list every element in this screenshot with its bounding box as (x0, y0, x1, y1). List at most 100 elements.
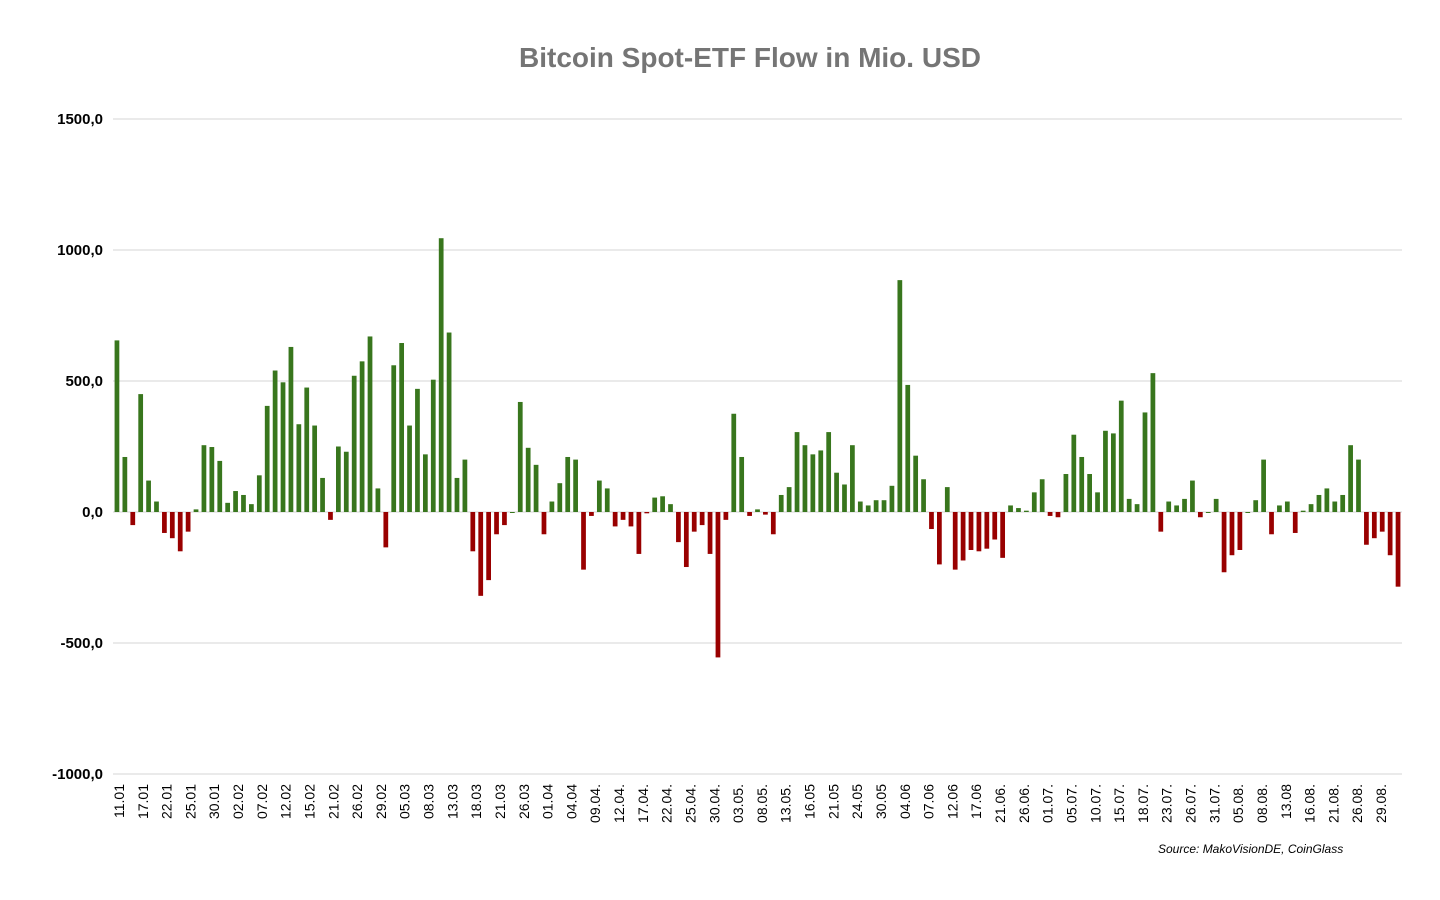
bar (391, 365, 397, 512)
bar (1324, 488, 1330, 512)
bar (652, 497, 658, 512)
bar (1197, 512, 1203, 518)
bar (589, 512, 594, 516)
bar (1221, 512, 1227, 573)
bar (154, 501, 159, 512)
bar (1134, 504, 1140, 512)
bar (430, 379, 436, 512)
bar (881, 500, 887, 512)
y-tick-label: -500,0 (60, 635, 103, 652)
x-tick-label: 30.05 (873, 784, 889, 819)
bar (517, 401, 523, 512)
bar (889, 485, 895, 512)
x-tick-label: 13.05. (778, 784, 794, 823)
bar (676, 512, 681, 543)
bar (359, 361, 365, 512)
bar (1316, 494, 1322, 512)
bar (304, 387, 310, 512)
bar (794, 432, 800, 512)
bar (1300, 510, 1306, 512)
bar (233, 491, 238, 512)
bar (937, 512, 942, 565)
bar (328, 512, 333, 520)
bar (1348, 445, 1353, 512)
bar (1166, 501, 1172, 512)
bar (723, 512, 729, 520)
bar (177, 512, 183, 552)
bar (668, 504, 673, 512)
bar (217, 460, 223, 512)
bar (383, 512, 389, 548)
bar (715, 512, 721, 658)
y-tick-label: -1000,0 (52, 766, 103, 783)
x-tick-label: 16.08. (1302, 784, 1318, 823)
bar (541, 512, 547, 535)
x-tick-label: 25.04. (683, 784, 699, 823)
x-tick-label: 08.08. (1254, 784, 1270, 823)
bar (802, 445, 808, 512)
bar (699, 512, 705, 526)
bar (929, 512, 934, 530)
y-tick-label: 1500,0 (57, 111, 103, 128)
bar (549, 501, 555, 512)
bar (296, 424, 302, 512)
x-tick-label: 05.08. (1230, 784, 1246, 823)
bar (320, 477, 325, 512)
x-tick-label: 12.06 (944, 784, 960, 819)
bar (438, 238, 444, 512)
bar (731, 413, 737, 512)
x-tick-label: 23.07. (1159, 784, 1175, 823)
bar (478, 512, 484, 596)
bar (944, 487, 950, 512)
bar (1103, 430, 1108, 512)
bar (509, 512, 515, 513)
x-tick-label: 07.02 (254, 784, 270, 819)
bar (707, 512, 713, 554)
bar (1158, 512, 1164, 532)
y-tick-label: 500,0 (65, 373, 103, 390)
x-tick-label: 30.01 (206, 784, 222, 819)
bar (264, 405, 270, 512)
x-tick-label: 17.04. (635, 784, 651, 823)
bar (1284, 501, 1290, 512)
bar (312, 425, 318, 512)
bar (1190, 480, 1195, 512)
bar (683, 512, 689, 568)
x-tick-label: 22.01 (159, 784, 175, 819)
bar (1229, 512, 1235, 556)
bar (952, 512, 958, 570)
bar (660, 496, 665, 512)
bar (1142, 412, 1148, 512)
x-tick-label: 30.04. (706, 784, 722, 823)
bar (1126, 498, 1132, 512)
bar (1150, 373, 1156, 512)
bar (1356, 459, 1361, 512)
bar (185, 512, 191, 532)
bar (162, 512, 167, 533)
bar (573, 459, 578, 512)
x-tick-label: 05.07. (1064, 784, 1080, 823)
bar (288, 346, 294, 512)
bar (810, 454, 816, 512)
bar (778, 494, 784, 512)
bar (763, 512, 768, 515)
bar (1395, 512, 1401, 587)
bar (636, 512, 642, 554)
bar (122, 456, 128, 512)
x-tick-label: 03.05. (730, 784, 746, 823)
bar (921, 479, 926, 512)
bar (1000, 512, 1006, 558)
bar (225, 502, 231, 512)
bar (1245, 512, 1251, 513)
bar (446, 332, 452, 512)
bar (1261, 459, 1266, 512)
bar (1016, 508, 1021, 512)
bar (691, 512, 697, 532)
bar (1379, 512, 1385, 532)
bar (502, 512, 507, 526)
bar (1055, 512, 1061, 518)
bar (193, 509, 199, 512)
bar (1182, 498, 1187, 512)
bar (462, 459, 468, 512)
bar (241, 494, 246, 512)
